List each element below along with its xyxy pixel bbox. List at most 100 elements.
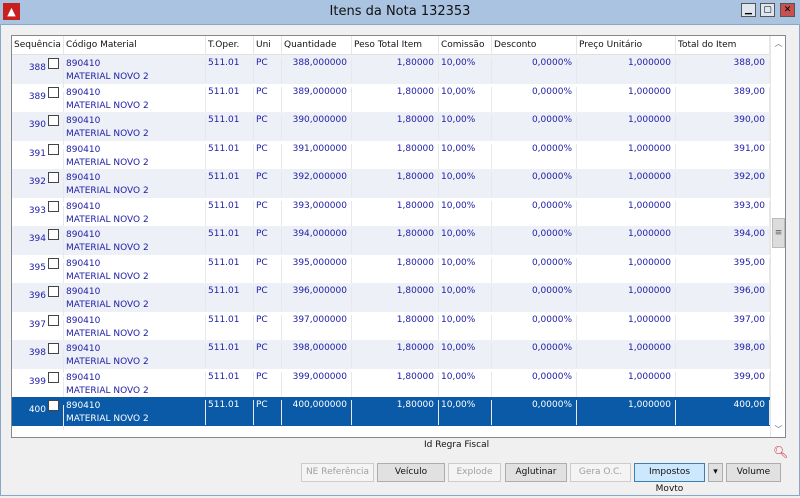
preco-cell: 1,000000 (577, 400, 676, 425)
material-description: MATERIAL NOVO 2 (66, 72, 149, 82)
total-cell: 398,00 (676, 343, 770, 368)
row-checkbox[interactable] (48, 200, 59, 212)
seq-cell: 391 (12, 148, 64, 174)
uni-cell: PC (254, 58, 282, 83)
table-row[interactable]: 400 890410 MATERIAL NOVO 2 511.01 PC 400,0000… (12, 397, 770, 430)
com-cell: 10,00% (439, 200, 492, 226)
column-header[interactable]: Comissão (439, 36, 492, 55)
row-checkbox[interactable] (48, 343, 59, 354)
qty-cell: 399,000000 (282, 371, 352, 397)
code-cell: 890410 MATERIAL NOVO 2 (64, 143, 206, 169)
row-checkbox[interactable] (48, 143, 59, 155)
table-row[interactable]: 392 890410 MATERIAL NOVO 2 511.01 PC 392,0000… (12, 169, 770, 202)
preco-cell: 1,000000 (577, 229, 676, 254)
material-code: 890410 (66, 201, 101, 212)
toper-cell: 511.01 (206, 229, 254, 254)
qty-cell: 394,000000 (282, 229, 352, 254)
table-row[interactable]: 391 890410 MATERIAL NOVO 2 511.01 PC 391,0000… (12, 141, 770, 174)
preco-cell: 1,000000 (577, 371, 676, 397)
uni-cell: PC (254, 343, 282, 368)
code-cell: 890410 MATERIAL NOVO 2 (64, 229, 206, 254)
seq-cell: 394 (12, 234, 64, 259)
uni-cell: PC (254, 229, 282, 254)
scroll-down-icon[interactable]: ﹀ (774, 425, 783, 434)
ne-referencia-button[interactable]: NE Referência (301, 463, 374, 482)
veiculo-button[interactable]: Veículo (377, 463, 445, 482)
peso-cell: 1,80000 (352, 115, 439, 140)
peso-cell: 1,80000 (352, 86, 439, 112)
code-cell: 890410 MATERIAL NOVO 2 (64, 286, 206, 311)
column-header[interactable]: Sequência (12, 36, 64, 55)
row-checkbox[interactable] (48, 314, 59, 326)
close-button[interactable]: ✕ (780, 3, 795, 17)
column-header[interactable]: Total do Item (676, 36, 770, 55)
toper-cell: 511.01 (206, 400, 254, 425)
maximize-button[interactable]: ▢ (760, 3, 775, 17)
column-header[interactable]: Peso Total Item (352, 36, 439, 55)
column-header[interactable]: Preço Unitário (577, 36, 676, 55)
desc_pct-cell: 0,0000% (492, 229, 577, 254)
uni-cell: PC (254, 371, 282, 397)
impostos-movto-button[interactable]: Impostos Movto (634, 463, 705, 494)
row-checkbox[interactable] (48, 58, 59, 69)
row-checkbox[interactable] (48, 400, 59, 411)
desc_pct-cell: 0,0000% (492, 58, 577, 83)
table-row[interactable]: 388 890410 MATERIAL NOVO 2 511.01 PC 388,0000… (12, 55, 770, 88)
row-checkbox[interactable] (48, 115, 59, 126)
peso-cell: 1,80000 (352, 58, 439, 83)
table-row[interactable]: 398 890410 MATERIAL NOVO 2 511.01 PC 398,0000… (12, 340, 770, 373)
code-cell: 890410 MATERIAL NOVO 2 (64, 400, 206, 425)
desc_pct-cell: 0,0000% (492, 143, 577, 169)
column-header[interactable]: Código Material (64, 36, 206, 55)
qty-cell: 396,000000 (282, 286, 352, 311)
column-header[interactable]: Quantidade (282, 36, 352, 55)
material-description: MATERIAL NOVO 2 (66, 414, 149, 424)
column-header[interactable]: Uni (254, 36, 282, 55)
table-row[interactable]: 395 890410 MATERIAL NOVO 2 511.01 PC 395,0000… (12, 255, 770, 288)
material-description: MATERIAL NOVO 2 (66, 328, 149, 339)
aglutinar-button[interactable]: Aglutinar (505, 463, 567, 482)
table-row[interactable]: 394 890410 MATERIAL NOVO 2 511.01 PC 394,0000… (12, 226, 770, 259)
uni-cell: PC (254, 257, 282, 283)
material-code: 890410 (66, 344, 101, 354)
dropdown-arrow-icon[interactable]: ▾ (708, 463, 723, 482)
peso-cell: 1,80000 (352, 286, 439, 311)
volume-button[interactable]: Volume (726, 463, 781, 482)
total-cell: 393,00 (676, 200, 770, 226)
minimize-button[interactable]: ▁ (741, 3, 756, 17)
row-checkbox[interactable] (48, 257, 59, 269)
vertical-scrollbar[interactable]: ︿ ≡ ﹀ (770, 36, 785, 437)
row-checkbox[interactable] (48, 86, 59, 98)
table-row[interactable]: 389 890410 MATERIAL NOVO 2 511.01 PC 389,0000… (12, 84, 770, 117)
qty-cell: 391,000000 (282, 143, 352, 169)
row-checkbox[interactable] (48, 172, 59, 183)
qty-cell: 400,000000 (282, 400, 352, 425)
scroll-up-icon[interactable]: ︿ (774, 39, 783, 48)
row-checkbox[interactable] (48, 229, 59, 240)
table-row[interactable]: 390 890410 MATERIAL NOVO 2 511.01 PC 390,0000… (12, 112, 770, 145)
row-checkbox[interactable] (48, 286, 59, 297)
code-cell: 890410 MATERIAL NOVO 2 (64, 58, 206, 83)
material-description: MATERIAL NOVO 2 (66, 129, 149, 139)
table-row[interactable]: 396 890410 MATERIAL NOVO 2 511.01 PC 396,0000… (12, 283, 770, 316)
table-row[interactable]: 399 890410 MATERIAL NOVO 2 511.01 PC 399,0000… (12, 369, 770, 402)
scroll-thumb[interactable]: ≡ (772, 218, 785, 248)
material-description: MATERIAL NOVO 2 (66, 214, 149, 225)
desc_pct-cell: 0,0000% (492, 86, 577, 112)
toper-cell: 511.01 (206, 371, 254, 397)
material-code: 890410 (66, 372, 101, 383)
table-row[interactable]: 397 890410 MATERIAL NOVO 2 511.01 PC 397,0000… (12, 312, 770, 345)
column-header[interactable]: Desconto (492, 36, 577, 55)
magnifier-icon[interactable]: 🔍︎ (773, 445, 789, 459)
row-checkbox[interactable] (48, 371, 59, 383)
com-cell: 10,00% (439, 229, 492, 254)
total-cell: 397,00 (676, 314, 770, 340)
table-row[interactable]: 393 890410 MATERIAL NOVO 2 511.01 PC 393,0000… (12, 198, 770, 231)
desc_pct-cell: 0,0000% (492, 371, 577, 397)
explode-button[interactable]: Explode (448, 463, 501, 482)
material-description: MATERIAL NOVO 2 (66, 157, 149, 168)
gera-oc-button[interactable]: Gera O.C. (570, 463, 631, 482)
total-cell: 394,00 (676, 229, 770, 254)
column-header[interactable]: T.Oper. (206, 36, 254, 55)
qty-cell: 393,000000 (282, 200, 352, 226)
